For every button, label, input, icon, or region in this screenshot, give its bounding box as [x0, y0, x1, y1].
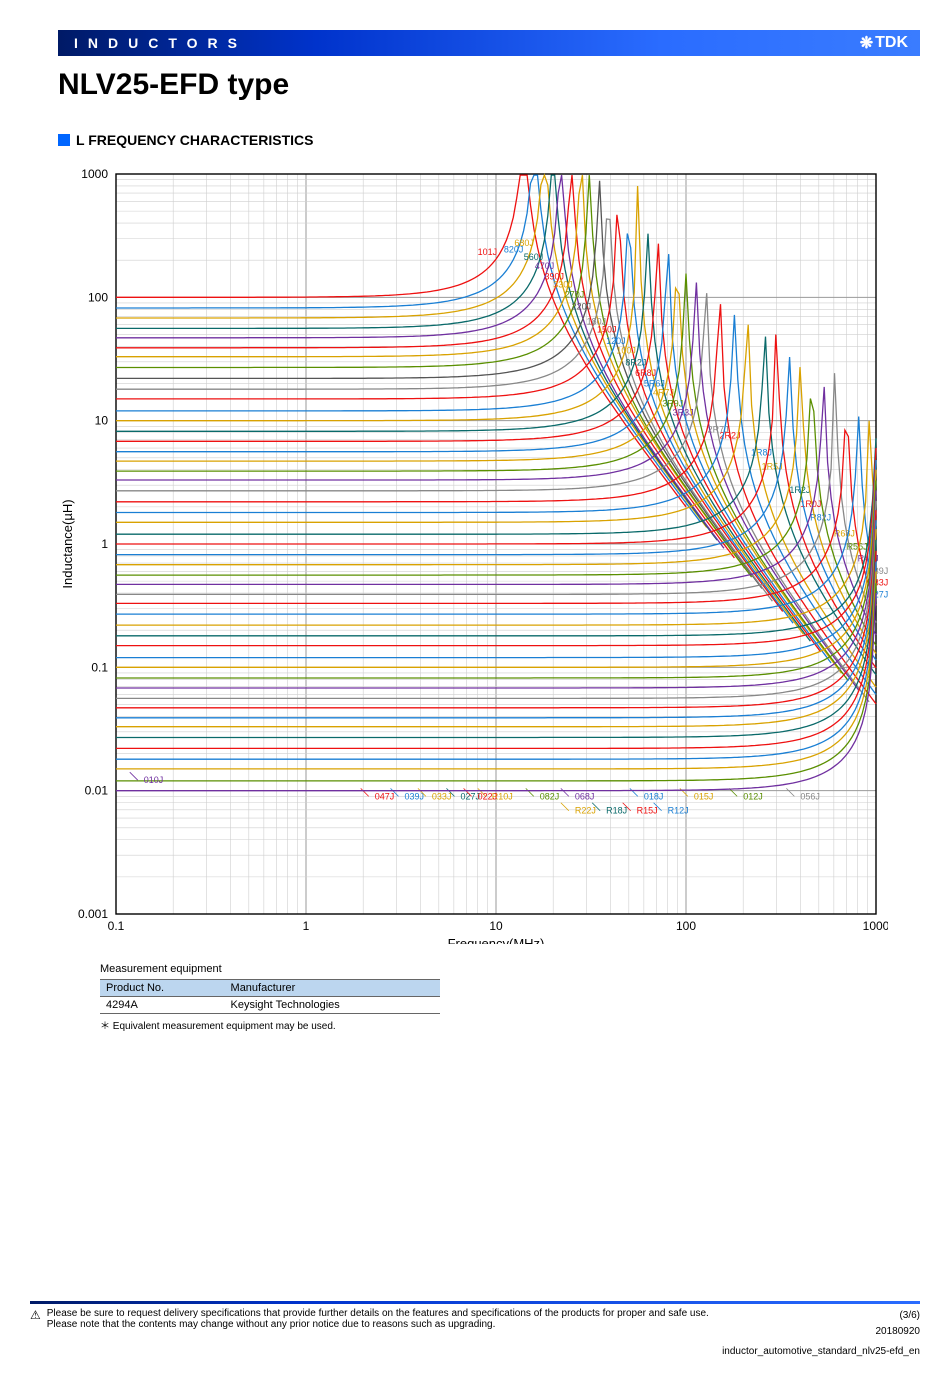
measurement-table: Product No. Manufacturer 4294A Keysight … [100, 979, 440, 1014]
footer-rule [30, 1301, 920, 1304]
brand-glyph: ❋ [860, 33, 873, 53]
category-label: INDUCTORS [74, 35, 247, 51]
svg-text:1: 1 [101, 537, 108, 551]
svg-text:100: 100 [676, 919, 696, 933]
svg-text:1000: 1000 [81, 167, 108, 181]
warning-icon: ⚠ [30, 1308, 41, 1322]
svg-text:1: 1 [303, 919, 310, 933]
svg-text:047J: 047J [375, 791, 395, 801]
meas-col-1: Manufacturer [225, 980, 440, 997]
svg-text:R22J: R22J [575, 806, 596, 816]
svg-text:120J: 120J [606, 336, 626, 346]
svg-text:015J: 015J [694, 791, 714, 801]
meas-cell-manufacturer: Keysight Technologies [225, 997, 440, 1014]
svg-text:0.01: 0.01 [85, 784, 109, 798]
svg-text:Frequency(MHz): Frequency(MHz) [448, 936, 545, 944]
l-frequency-chart: 0.1 1 10 100 1000 0.001 0.01 0.1 1 10 100 1000 Frequ… [58, 154, 920, 949]
section-title-text: L FREQUENCY CHARACTERISTICS [76, 132, 314, 148]
svg-text:6R8J: 6R8J [635, 368, 656, 378]
footer-doc-id: inductor_automotive_standard_nlv25-efd_e… [30, 1346, 920, 1357]
page-title: NLV25-EFD type [58, 68, 920, 102]
footer-disclaimer: ⚠ Please be sure to request delivery spe… [30, 1308, 920, 1330]
svg-text:270J: 270J [565, 289, 585, 299]
svg-text:Inductance(µH): Inductance(µH) [60, 499, 75, 588]
meas-col-0: Product No. [100, 980, 225, 997]
svg-text:R18J: R18J [606, 806, 627, 816]
footer-date: 20180920 [876, 1324, 921, 1340]
svg-text:100J: 100J [616, 346, 636, 356]
section-marker-icon [58, 134, 70, 146]
svg-text:100: 100 [88, 290, 108, 304]
svg-text:3R3J: 3R3J [673, 408, 694, 418]
svg-text:220J: 220J [572, 301, 592, 311]
svg-text:150J: 150J [597, 324, 617, 334]
svg-text:4R7J: 4R7J [653, 387, 674, 397]
header-bar: INDUCTORS ❋TDK [58, 30, 920, 56]
svg-text:R15J: R15J [637, 806, 658, 816]
svg-text:R12J: R12J [668, 806, 689, 816]
svg-text:0.001: 0.001 [78, 907, 108, 921]
disclaimer-line-2: Please note that the contents may change… [47, 1319, 709, 1330]
page-footer: ⚠ Please be sure to request delivery spe… [30, 1301, 920, 1357]
svg-text:010J: 010J [144, 775, 164, 785]
disclaimer-line-1: Please be sure to request delivery speci… [47, 1308, 709, 1319]
svg-text:8R2J: 8R2J [625, 358, 646, 368]
footer-right: (3/6) 20180920 [876, 1308, 921, 1340]
svg-text:0.1: 0.1 [91, 660, 108, 674]
svg-text:101J: 101J [478, 247, 498, 257]
svg-text:330J: 330J [553, 280, 573, 290]
svg-text:012J: 012J [743, 791, 763, 801]
svg-text:056J: 056J [800, 791, 820, 801]
svg-text:068J: 068J [575, 791, 595, 801]
meas-cell-product: 4294A [100, 997, 225, 1014]
svg-text:0.1: 0.1 [108, 919, 125, 933]
page-number: (3/6) [876, 1308, 921, 1324]
measurement-note: ＊ Equivalent measurement equipment may b… [100, 1017, 440, 1032]
svg-text:033J: 033J [432, 791, 452, 801]
section-title: L FREQUENCY CHARACTERISTICS [58, 132, 950, 148]
svg-text:10: 10 [489, 919, 503, 933]
svg-text:082J: 082J [540, 791, 560, 801]
svg-text:1000: 1000 [863, 919, 888, 933]
svg-text:022J: 022J [478, 791, 498, 801]
chart-svg: 0.1 1 10 100 1000 0.001 0.01 0.1 1 10 100 1000 Frequ… [58, 154, 888, 944]
svg-text:470J: 470J [535, 261, 555, 271]
svg-text:039J: 039J [405, 791, 425, 801]
measurement-caption: Measurement equipment [100, 963, 440, 975]
brand-text: TDK [875, 34, 908, 52]
table-row: 4294A Keysight Technologies [100, 997, 440, 1014]
measurement-equipment-block: Measurement equipment Product No. Manufa… [100, 963, 440, 1032]
svg-text:680J: 680J [514, 238, 534, 248]
svg-text:018J: 018J [644, 791, 664, 801]
brand-logo: ❋TDK [860, 33, 908, 53]
svg-text:10: 10 [95, 414, 109, 428]
